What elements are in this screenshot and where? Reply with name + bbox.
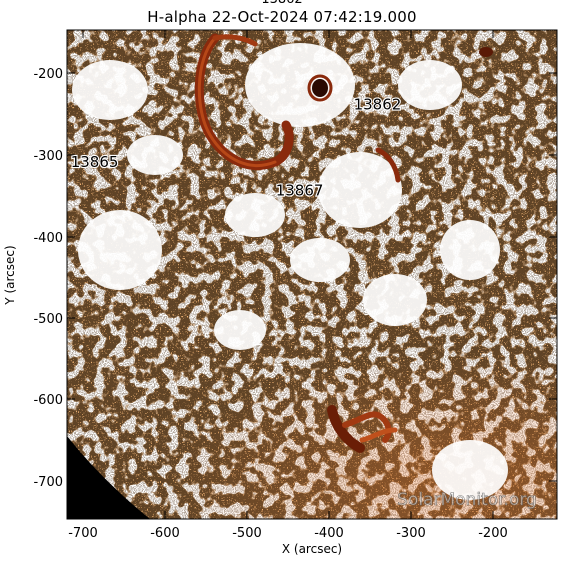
region-label-13865: 13865 — [71, 153, 119, 171]
x-tick-label: -300 — [396, 526, 426, 541]
plage-regions — [72, 43, 508, 500]
top-region-label: 13862 — [0, 0, 564, 7]
y-tick-label: -600 — [33, 393, 63, 408]
region-label-13867: 13867 — [276, 181, 324, 199]
x-axis-label: X (arcsec) — [282, 542, 342, 556]
h-alpha-image — [67, 30, 557, 519]
x-tick-label: -200 — [478, 526, 508, 541]
sunspot — [312, 79, 328, 97]
y-tick-label: -300 — [33, 149, 63, 164]
x-tick-label: -700 — [68, 526, 98, 541]
active-region-labels: 13865 13862 13867 — [70, 95, 403, 201]
lower-filament — [327, 405, 365, 453]
image-title: H-alpha 22-Oct-2024 07:42:19.000 — [147, 8, 417, 26]
y-tick-label: -700 — [33, 475, 63, 490]
x-tick-label: -600 — [150, 526, 180, 541]
y-tick-labels: -200 -300 -400 -500 -600 -700 — [33, 67, 63, 490]
x-tick-label: -500 — [232, 526, 262, 541]
y-tick-label: -500 — [33, 312, 63, 327]
y-tick-label: -400 — [33, 231, 63, 246]
x-tick-label: -400 — [314, 526, 344, 541]
space-beyond-limb — [67, 436, 150, 519]
axis-ticks — [67, 30, 557, 519]
y-axis-label: Y (arcsec) — [3, 245, 17, 305]
watermark: SolarMonitor.org — [397, 490, 537, 510]
x-tick-labels: -700 -600 -500 -400 -300 -200 — [68, 526, 508, 541]
region-label-13862: 13862 — [354, 96, 402, 114]
y-tick-label: -200 — [33, 67, 63, 82]
plot-frame — [66, 29, 558, 520]
